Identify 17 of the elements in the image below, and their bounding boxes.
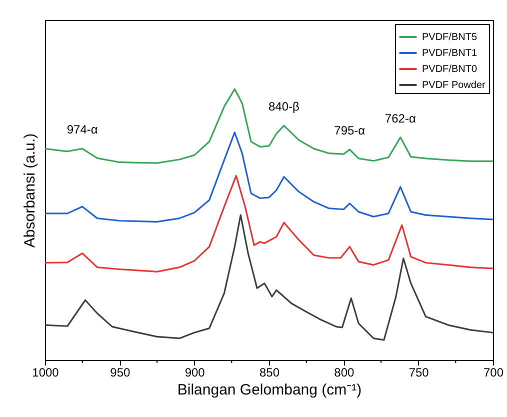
x-tick-label: 900 xyxy=(184,366,206,380)
x-tick-label: 700 xyxy=(483,366,504,380)
y-axis-title: Absorbansi (a.u.) xyxy=(22,133,38,248)
legend-label: PVDF/BNT1 xyxy=(422,48,478,59)
x-tick-label: 1000 xyxy=(32,366,60,380)
annotation: 974-α xyxy=(66,122,98,137)
annotation: 840-β xyxy=(268,100,300,114)
x-tick-label: 850 xyxy=(259,366,280,380)
annotation: 762-α xyxy=(384,111,416,126)
x-tick-label: 750 xyxy=(408,366,430,380)
legend-label: PVDF/BNT0 xyxy=(422,64,478,75)
legend-label: PVDF Powder xyxy=(422,80,486,91)
x-tick-label: 800 xyxy=(334,366,354,380)
x-tick-label: 950 xyxy=(110,366,130,380)
legend-label: PVDF/BNT5 xyxy=(422,32,478,43)
annotation: 795-α xyxy=(334,124,366,138)
x-axis-title: Bilangan Gelombang (cm⁻¹) xyxy=(177,382,362,398)
